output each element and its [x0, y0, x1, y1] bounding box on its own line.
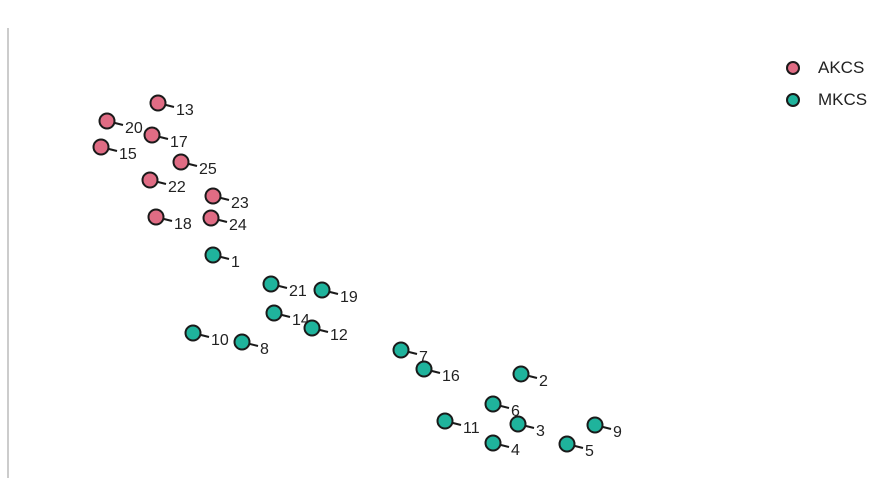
point-label: 5 — [585, 443, 594, 460]
legend-label-akcs: AKCS — [818, 58, 865, 77]
point-label: 19 — [340, 289, 358, 306]
point-label: 23 — [231, 195, 249, 212]
point-marker — [313, 281, 331, 299]
point-marker — [586, 416, 604, 434]
point-marker — [172, 153, 190, 171]
point-label: 17 — [170, 134, 188, 151]
point-label: 21 — [289, 283, 307, 300]
point-marker — [204, 246, 222, 264]
point-label: 6 — [511, 403, 520, 420]
point-marker — [141, 171, 159, 189]
point-marker — [509, 415, 527, 433]
point-mkcs-21: 21 — [262, 275, 307, 300]
point-akcs-20: 20 — [98, 112, 143, 137]
point-label: 18 — [174, 216, 192, 233]
point-marker — [184, 324, 202, 342]
point-mkcs-7: 7 — [392, 341, 428, 366]
point-label: 12 — [330, 327, 348, 344]
point-marker — [143, 126, 161, 144]
point-label: 11 — [463, 420, 480, 437]
point-mkcs-3: 3 — [509, 415, 545, 440]
legend-marker-mkcs — [786, 93, 800, 107]
point-label: 20 — [125, 120, 143, 137]
points-layer: 13 20 17 15 25 22 23 18 24 1 21 19 14 12 10 8 7 16 2 6 11 3 9 4… — [92, 94, 622, 460]
point-label: 8 — [260, 341, 269, 358]
legend-item-mkcs: MKCS — [786, 84, 867, 116]
point-label: 7 — [419, 349, 428, 366]
point-mkcs-6: 6 — [484, 395, 520, 420]
point-marker — [204, 187, 222, 205]
point-akcs-18: 18 — [147, 208, 192, 233]
point-label: 1 — [231, 254, 240, 271]
point-mkcs-9: 9 — [586, 416, 622, 441]
point-akcs-24: 24 — [202, 209, 247, 234]
point-akcs-15: 15 — [92, 138, 137, 163]
point-marker — [392, 341, 410, 359]
point-akcs-23: 23 — [204, 187, 249, 212]
point-mkcs-8: 8 — [233, 333, 269, 358]
legend-marker-akcs — [786, 61, 800, 75]
point-akcs-17: 17 — [143, 126, 188, 151]
point-mkcs-1: 1 — [204, 246, 240, 271]
point-mkcs-16: 16 — [415, 360, 460, 385]
point-mkcs-2: 2 — [512, 365, 548, 390]
point-marker — [202, 209, 220, 227]
point-marker — [303, 319, 321, 337]
point-label: 10 — [211, 332, 229, 349]
point-label: 15 — [119, 146, 137, 163]
point-akcs-13: 13 — [149, 94, 194, 119]
point-label: 24 — [229, 217, 247, 234]
point-label: 3 — [536, 423, 545, 440]
point-marker — [98, 112, 116, 130]
point-marker — [265, 304, 283, 322]
point-marker — [147, 208, 165, 226]
point-label: 9 — [613, 424, 622, 441]
point-marker — [149, 94, 167, 112]
point-akcs-22: 22 — [141, 171, 186, 196]
point-mkcs-5: 5 — [558, 435, 594, 460]
point-label: 25 — [199, 161, 217, 178]
point-akcs-25: 25 — [172, 153, 217, 178]
point-label: 2 — [539, 373, 548, 390]
point-mkcs-12: 12 — [303, 319, 348, 344]
point-marker — [512, 365, 530, 383]
point-label: 13 — [176, 102, 194, 119]
legend: AKCS MKCS — [786, 52, 867, 116]
point-marker — [558, 435, 576, 453]
point-label: 16 — [442, 368, 460, 385]
point-mkcs-4: 4 — [484, 434, 520, 459]
point-mkcs-19: 19 — [313, 281, 358, 306]
point-mkcs-14: 14 — [265, 304, 310, 329]
point-marker — [484, 395, 502, 413]
point-label: 22 — [168, 179, 186, 196]
point-marker — [484, 434, 502, 452]
point-marker — [233, 333, 251, 351]
legend-item-akcs: AKCS — [786, 52, 867, 84]
point-mkcs-11: 11 — [436, 412, 480, 437]
point-mkcs-10: 10 — [184, 324, 229, 349]
point-marker — [436, 412, 454, 430]
point-marker — [92, 138, 110, 156]
point-marker — [262, 275, 280, 293]
point-label: 4 — [511, 442, 520, 459]
point-marker — [415, 360, 433, 378]
legend-label-mkcs: MKCS — [818, 90, 868, 109]
